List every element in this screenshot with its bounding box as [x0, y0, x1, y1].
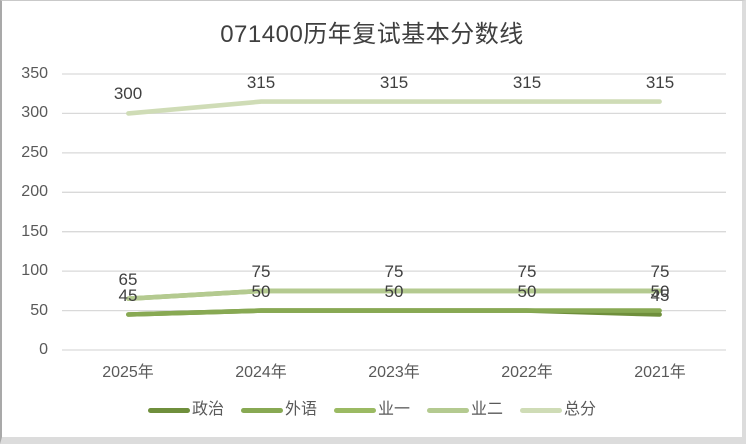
data-label-外语: 45: [118, 286, 138, 305]
legend-item-总分: 总分: [520, 400, 596, 420]
legend-label: 业一: [377, 401, 410, 418]
legend-swatch-icon: [240, 407, 283, 413]
legend-swatch-icon: [147, 407, 190, 413]
plot-area: [62, 73, 726, 351]
data-label-业二: 75: [251, 262, 271, 281]
legend: 政治 外语 业一 业二 总分: [2, 400, 742, 420]
legend-item-政治: 政治: [147, 400, 224, 420]
data-label-业二: 75: [650, 262, 670, 281]
y-tick-label: 250: [21, 144, 48, 161]
legend-label: 政治: [191, 401, 224, 418]
data-label-业二: 65: [118, 270, 138, 289]
data-label-总分: 315: [246, 73, 276, 92]
y-tick-label: 350: [21, 65, 48, 82]
x-tick-label: 2025年: [102, 364, 154, 381]
x-tick-label: 2022年: [501, 364, 553, 381]
y-tick-label: 50: [30, 302, 48, 319]
legend-label: 业二: [471, 401, 504, 418]
y-tick-label: 200: [21, 183, 48, 200]
data-label-总分: 315: [645, 73, 675, 92]
y-tick-label: 300: [21, 104, 48, 121]
data-label-政治: 45: [650, 286, 670, 305]
legend-item-外语: 外语: [240, 400, 317, 420]
data-label-外语: 50: [650, 282, 670, 301]
legend-swatch-icon: [333, 407, 376, 413]
y-tick-label: 100: [21, 262, 48, 279]
data-label-总分: 315: [512, 73, 542, 92]
x-tick-label: 2024年: [235, 364, 287, 381]
legend-swatch-icon: [427, 407, 469, 413]
data-label-外语: 50: [384, 282, 404, 301]
legend-item-业一: 业一: [333, 400, 410, 420]
x-tick-label: 2021年: [634, 364, 686, 381]
data-label-外语: 50: [517, 282, 537, 301]
series-line-总分: [126, 99, 662, 116]
series-line-外语: [126, 308, 662, 317]
chart-title: 071400历年复试基本分数线: [220, 21, 524, 48]
series-line-业二: [126, 288, 662, 302]
legend-swatch-icon: [520, 407, 563, 413]
y-tick-label: 0: [39, 341, 48, 358]
legend-item-业二: 业二: [427, 400, 503, 420]
y-tick-label: 150: [21, 223, 48, 240]
data-label-业二: 75: [517, 262, 537, 281]
data-label-总分: 315: [379, 73, 409, 92]
data-label-业二: 75: [384, 262, 404, 281]
data-label-外语: 50: [251, 282, 271, 301]
x-tick-label: 2023年: [368, 364, 420, 381]
legend-label: 总分: [564, 401, 597, 418]
data-label-总分: 300: [113, 84, 143, 103]
legend-label: 外语: [284, 401, 317, 418]
